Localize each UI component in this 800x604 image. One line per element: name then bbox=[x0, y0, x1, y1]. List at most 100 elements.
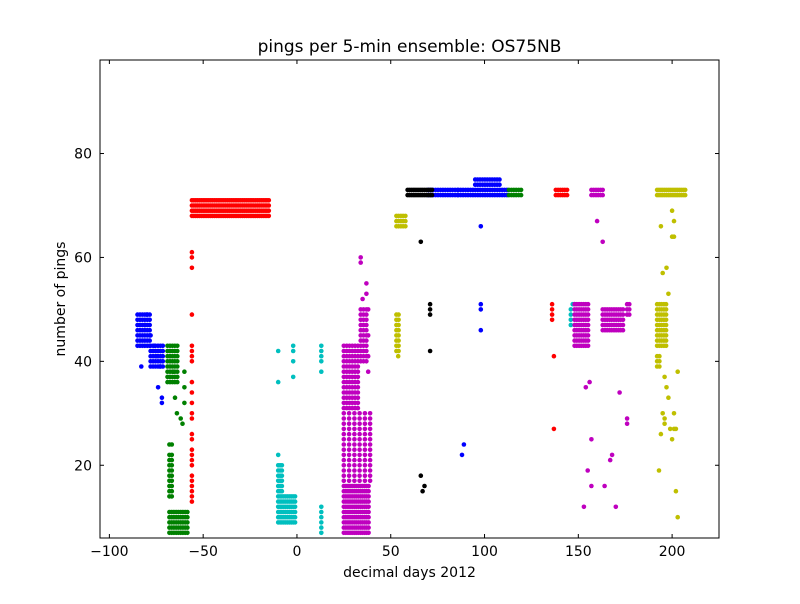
data-point bbox=[396, 338, 401, 343]
data-point bbox=[357, 478, 362, 484]
data-point bbox=[355, 374, 361, 380]
data-point bbox=[585, 307, 591, 312]
data-point bbox=[174, 411, 180, 416]
data-point bbox=[189, 353, 195, 359]
data-point bbox=[346, 478, 352, 484]
data-point bbox=[180, 421, 185, 427]
data-point bbox=[564, 192, 570, 198]
data-point bbox=[147, 312, 152, 317]
data-point bbox=[352, 437, 357, 442]
data-point bbox=[292, 509, 298, 515]
data-point bbox=[189, 255, 195, 260]
data-point bbox=[396, 322, 401, 328]
data-point bbox=[589, 483, 594, 489]
data-point bbox=[362, 442, 368, 447]
data-point bbox=[159, 395, 165, 401]
data-point bbox=[617, 390, 622, 395]
data-point bbox=[667, 426, 673, 432]
data-point bbox=[367, 457, 373, 463]
data-point bbox=[663, 307, 669, 312]
data-point bbox=[549, 301, 555, 307]
data-point bbox=[189, 483, 195, 489]
data-point bbox=[169, 442, 175, 447]
data-point bbox=[169, 483, 175, 489]
data-point bbox=[658, 224, 664, 229]
series-0 bbox=[135, 177, 510, 458]
y-tick-label: 40 bbox=[74, 354, 92, 370]
x-tick-label: −50 bbox=[188, 544, 218, 560]
data-point bbox=[319, 530, 324, 536]
data-point bbox=[357, 447, 362, 453]
data-point bbox=[319, 509, 324, 515]
data-point bbox=[352, 411, 357, 416]
data-point bbox=[346, 416, 352, 421]
data-point bbox=[319, 348, 324, 354]
data-point bbox=[155, 385, 161, 390]
data-point bbox=[600, 239, 605, 245]
data-point bbox=[189, 447, 195, 453]
data-point bbox=[478, 301, 484, 307]
data-point bbox=[169, 478, 175, 484]
data-point bbox=[396, 317, 401, 323]
data-point bbox=[673, 426, 679, 432]
data-point bbox=[147, 333, 152, 338]
data-point bbox=[568, 307, 574, 312]
plot-frame bbox=[99, 59, 720, 539]
data-point bbox=[355, 369, 361, 375]
axis-ticks: −100 −50 0 50 100 150 200 20 40 60 80 bbox=[74, 60, 719, 560]
data-point bbox=[275, 452, 281, 458]
data-point bbox=[355, 390, 361, 395]
data-point bbox=[357, 463, 362, 468]
data-point bbox=[355, 400, 361, 406]
data-point bbox=[189, 437, 195, 442]
data-point bbox=[671, 234, 677, 239]
data-point bbox=[279, 488, 285, 494]
data-point bbox=[266, 208, 272, 213]
data-point bbox=[189, 463, 195, 468]
data-point bbox=[662, 421, 667, 427]
data-point bbox=[189, 499, 195, 504]
data-point bbox=[319, 353, 324, 359]
data-point bbox=[663, 327, 669, 333]
data-point bbox=[675, 369, 680, 375]
data-points bbox=[135, 177, 688, 536]
data-point bbox=[362, 431, 368, 437]
data-point bbox=[189, 411, 195, 416]
data-point bbox=[346, 421, 352, 427]
x-tick-label: 150 bbox=[565, 544, 592, 560]
data-point bbox=[620, 317, 626, 323]
series-6 bbox=[394, 187, 688, 520]
data-point bbox=[660, 411, 665, 416]
data-point bbox=[319, 343, 324, 349]
data-point bbox=[147, 338, 152, 343]
data-point bbox=[279, 473, 285, 479]
data-point bbox=[357, 457, 362, 463]
data-point bbox=[364, 359, 369, 364]
data-point bbox=[357, 468, 362, 473]
data-point bbox=[357, 416, 362, 421]
data-point bbox=[352, 442, 357, 447]
data-point bbox=[352, 468, 357, 473]
series-3 bbox=[275, 301, 577, 536]
data-point bbox=[396, 343, 401, 349]
data-point bbox=[189, 343, 195, 349]
data-point bbox=[355, 395, 361, 401]
data-point bbox=[657, 364, 662, 369]
data-point bbox=[585, 327, 591, 333]
data-point bbox=[682, 187, 688, 193]
data-point bbox=[346, 426, 352, 432]
data-point bbox=[362, 447, 368, 453]
data-point bbox=[478, 327, 484, 333]
data-point bbox=[352, 452, 357, 458]
data-point bbox=[663, 301, 669, 307]
data-point bbox=[147, 317, 152, 323]
data-point bbox=[279, 463, 285, 468]
data-point bbox=[341, 442, 347, 447]
data-point bbox=[396, 327, 401, 333]
data-point bbox=[663, 338, 669, 343]
data-point bbox=[362, 463, 368, 468]
data-point bbox=[587, 379, 592, 385]
data-point bbox=[189, 457, 195, 463]
data-point bbox=[341, 478, 347, 484]
series-4 bbox=[341, 187, 632, 536]
